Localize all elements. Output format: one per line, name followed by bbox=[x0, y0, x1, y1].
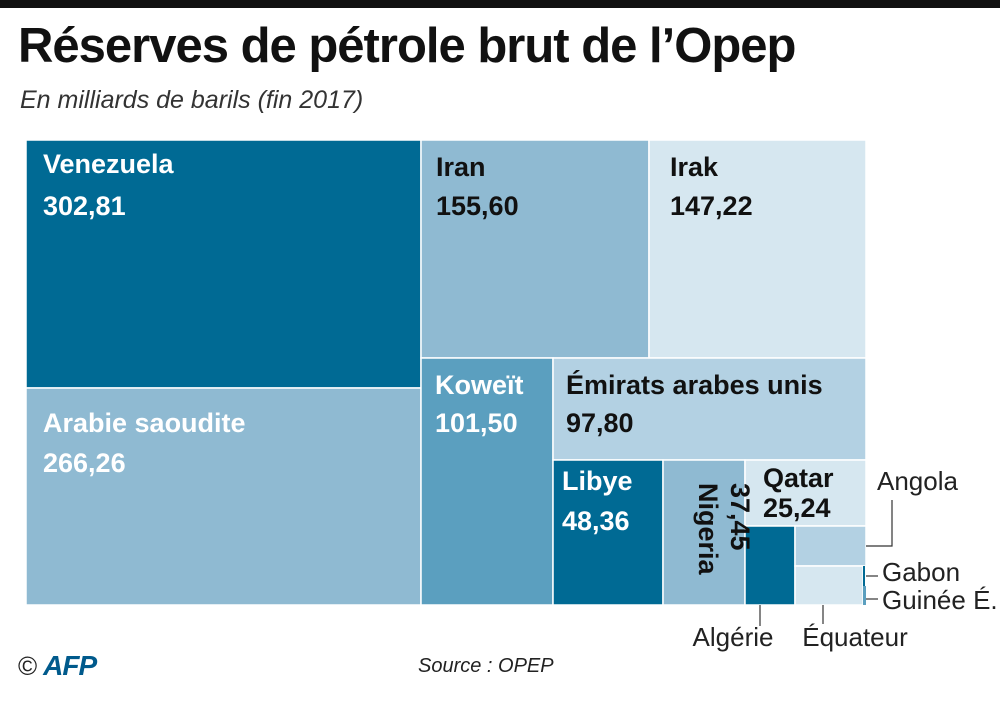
cell-value-libye: 48,36 bbox=[562, 506, 630, 536]
cell-label-angola: Angola bbox=[877, 466, 958, 496]
treemap-cell-emirats-arabes-unis bbox=[552, 357, 867, 461]
cell-label-emirats-arabes-unis: Émirats arabes unis bbox=[566, 369, 823, 400]
treemap-cell-angola bbox=[794, 525, 867, 567]
cell-label-guinee-e: Guinée É. bbox=[882, 585, 998, 615]
cell-value-iran: 155,60 bbox=[436, 191, 519, 221]
treemap-cell-gabon bbox=[863, 566, 865, 586]
treemap-cell-equateur bbox=[794, 565, 864, 606]
treemap-cell-venezuela bbox=[25, 139, 422, 389]
treemap-cell-nigeria bbox=[662, 459, 746, 606]
cell-label-equateur: Équateur bbox=[802, 622, 908, 652]
treemap-cell-iran bbox=[420, 139, 650, 359]
leader-line-angola bbox=[866, 500, 893, 547]
cell-label-libye: Libye bbox=[562, 466, 633, 496]
cell-label-nigeria: Nigeria bbox=[693, 483, 723, 576]
top-bar bbox=[0, 0, 1000, 8]
afp-brand: AFP bbox=[43, 650, 97, 681]
treemap-cell-libye bbox=[552, 459, 664, 606]
afp-logo: © AFP bbox=[18, 650, 97, 682]
chart-subtitle: En milliards de barils (fin 2017) bbox=[20, 86, 364, 114]
treemap-cell-irak bbox=[648, 139, 867, 359]
cell-value-emirats-arabes-unis: 97,80 bbox=[566, 408, 634, 438]
copyright-symbol: © bbox=[18, 651, 38, 681]
treemap-cell-algerie bbox=[744, 525, 796, 606]
treemap-cell-arabie-saoudite bbox=[25, 387, 422, 606]
cell-value-koweit: 101,50 bbox=[435, 408, 518, 438]
cell-label-arabie-saoudite: Arabie saoudite bbox=[43, 408, 246, 438]
cell-value-qatar: 25,24 bbox=[763, 493, 831, 523]
cell-label-koweit: Koweït bbox=[435, 370, 524, 400]
cell-value-arabie-saoudite: 266,26 bbox=[43, 448, 126, 478]
chart-title: Réserves de pétrole brut de l’Opep bbox=[18, 19, 796, 73]
cell-label-venezuela: Venezuela bbox=[43, 149, 175, 179]
treemap-cell-koweit bbox=[420, 357, 554, 606]
cell-value-venezuela: 302,81 bbox=[43, 191, 126, 221]
cell-label-gabon: Gabon bbox=[882, 557, 960, 587]
treemap-cell-guinee-e bbox=[863, 586, 866, 605]
cell-label-iran: Iran bbox=[436, 152, 486, 182]
cell-label-irak: Irak bbox=[670, 152, 719, 182]
cell-label-qatar: Qatar bbox=[763, 463, 834, 493]
source-note: Source : OPEP bbox=[418, 655, 554, 677]
cell-value-irak: 147,22 bbox=[670, 191, 753, 221]
cell-value-nigeria: 37,45 bbox=[725, 483, 755, 551]
cell-label-algerie: Algérie bbox=[693, 622, 774, 652]
